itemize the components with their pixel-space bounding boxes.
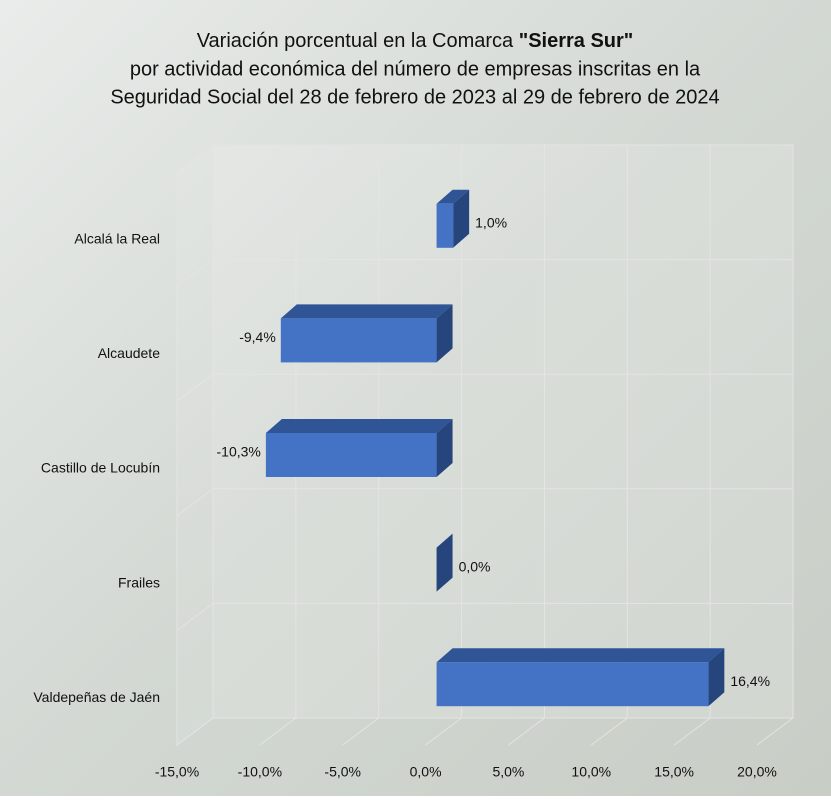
bar bbox=[436, 203, 454, 248]
bar bbox=[436, 662, 709, 707]
bar-top bbox=[280, 304, 453, 319]
floor-line bbox=[508, 717, 545, 746]
data-label: 1,0% bbox=[475, 215, 507, 231]
x-tick-label: 20,0% bbox=[737, 764, 777, 780]
floor-line bbox=[176, 717, 214, 746]
row-line bbox=[176, 373, 214, 402]
bar-top bbox=[436, 189, 470, 204]
data-label: 0,0% bbox=[459, 558, 491, 574]
bar-top bbox=[265, 419, 453, 433]
x-tick-label: 15,0% bbox=[654, 764, 694, 780]
x-tick-label: -5,0% bbox=[324, 764, 361, 780]
bar-side bbox=[436, 533, 453, 592]
chart-title: Seguridad Social del 28 de febrero de 20… bbox=[110, 86, 719, 108]
x-tick-label: 10,0% bbox=[571, 764, 611, 780]
x-tick-label: 5,0% bbox=[492, 764, 524, 780]
bar-top bbox=[436, 648, 725, 663]
x-tick-label: -15,0% bbox=[155, 764, 199, 780]
y-tick-label: Alcaudete bbox=[98, 345, 160, 361]
floor-line bbox=[590, 717, 628, 746]
x-tick-label: -10,0% bbox=[238, 764, 282, 780]
y-tick-label: Castillo de Locubín bbox=[41, 460, 160, 476]
side-wall bbox=[176, 144, 214, 746]
data-label: 16,4% bbox=[730, 673, 770, 689]
bar bbox=[265, 433, 437, 477]
x-tick-label: 0,0% bbox=[410, 764, 442, 780]
row-line bbox=[176, 603, 214, 631]
bar-side bbox=[453, 189, 470, 248]
data-label: -10,3% bbox=[217, 444, 261, 460]
bar-side bbox=[436, 419, 453, 477]
row-line bbox=[176, 144, 214, 173]
row-line bbox=[176, 488, 214, 517]
data-label: -9,4% bbox=[239, 329, 276, 345]
chart-title: Variación porcentual en la Comarca "Sier… bbox=[197, 30, 634, 52]
floor-line bbox=[673, 717, 711, 746]
title-bold: "Sierra Sur" bbox=[519, 30, 634, 52]
chart-title: por actividad económica del número de em… bbox=[130, 58, 701, 80]
bar-side bbox=[708, 648, 725, 707]
row-line bbox=[176, 259, 214, 288]
floor-line bbox=[425, 717, 462, 746]
title-line: Variación porcentual en la Comarca bbox=[197, 30, 514, 52]
floor-line bbox=[756, 717, 794, 746]
floor-line bbox=[259, 717, 297, 746]
y-tick-label: Valdepeñas de Jaén bbox=[33, 689, 160, 705]
bar bbox=[280, 318, 437, 363]
y-tick-label: Frailes bbox=[118, 574, 160, 590]
bar-side bbox=[436, 304, 453, 363]
y-tick-label: Alcalá la Real bbox=[74, 231, 160, 247]
floor-line bbox=[342, 717, 380, 746]
